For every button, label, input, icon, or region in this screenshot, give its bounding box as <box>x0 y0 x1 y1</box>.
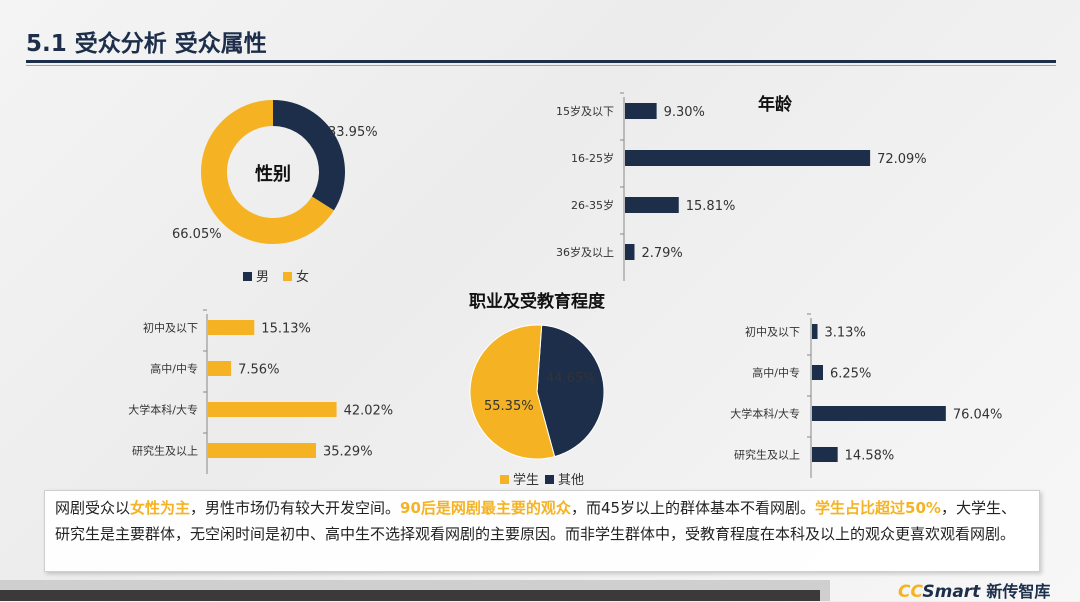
edu-left-bar-2 <box>208 402 337 417</box>
summary-text-3: ，而45岁以上的群体基本不看网剧。 <box>570 499 816 517</box>
gender-slice-label-1: 66.05% <box>172 227 222 242</box>
edu-left-bar-3 <box>208 443 316 458</box>
occupation-legend-swatch-0 <box>500 475 509 484</box>
edu-left-value-label-1: 7.56% <box>238 363 279 378</box>
age-value-label-0: 9.30% <box>664 105 705 120</box>
edu-right-category-3: 研究生及以上 <box>734 448 800 462</box>
title-underline <box>26 60 1056 63</box>
age-category-1: 16-25岁 <box>571 151 614 165</box>
age-category-2: 26-35岁 <box>571 198 614 212</box>
summary-text-2: ，男性市场仍有较大开发空间。 <box>190 499 401 517</box>
occupation-slice-label-1: 55.35% <box>484 399 534 414</box>
edu-left-category-3: 研究生及以上 <box>132 444 198 458</box>
summary-highlight-2: 90后是网剧最主要的观众 <box>400 499 571 517</box>
gender-chart-title: 性别 <box>255 163 291 185</box>
edu-right-bar-3 <box>812 447 838 462</box>
occupation-slice-label-0: 44.65% <box>546 371 596 386</box>
summary-box: 网剧受众以女性为主，男性市场仍有较大开发空间。90后是网剧最主要的观众，而45岁… <box>44 490 1040 572</box>
edu-right-bar-1 <box>812 365 823 380</box>
occupation-chart-title: 职业及受教育程度 <box>469 291 606 312</box>
gender-legend-label-1: 女 <box>296 269 309 285</box>
age-bar-2 <box>625 197 679 213</box>
summary-highlight-3: 学生占比超过50% <box>815 499 941 517</box>
edu-left-value-label-3: 35.29% <box>323 445 373 460</box>
summary-text-4: ，大学生、研究生是主要群体，无空闲时间是初中、高中生不选择观看网剧的主要原因。而… <box>55 499 1016 543</box>
footer-strip-dark <box>0 590 820 601</box>
edu-left-category-2: 大学本科/大专 <box>128 403 198 417</box>
edu-right-bar-2 <box>812 406 946 421</box>
occupation-legend-label-0: 学生 <box>513 472 539 488</box>
title-underline-thin <box>26 65 1056 66</box>
edu-right-value-label-0: 3.13% <box>825 326 866 341</box>
age-bar-0 <box>625 103 657 119</box>
gender-legend-label-0: 男 <box>256 270 269 285</box>
age-chart-title: 年龄 <box>758 94 793 115</box>
edu-right-category-1: 高中/中专 <box>752 366 800 380</box>
gender-slice-0 <box>273 100 345 211</box>
edu-right-value-label-3: 14.58% <box>845 449 895 464</box>
gender-legend-swatch-0 <box>243 272 252 281</box>
edu-left-value-label-2: 42.02% <box>344 404 394 419</box>
age-bar-3 <box>625 244 635 260</box>
brand-logo: CCSmart 新传智库 <box>898 578 1050 602</box>
occupation-slice-1 <box>469 324 556 460</box>
logo-smart: Smart <box>922 582 981 602</box>
occupation-slice-0 <box>536 324 605 458</box>
gender-slice-1 <box>200 100 334 244</box>
age-category-0: 15岁及以下 <box>556 104 614 118</box>
edu-left-value-label-0: 15.13% <box>261 322 311 337</box>
age-category-3: 36岁及以上 <box>556 245 614 259</box>
edu-right-value-label-2: 76.04% <box>953 408 1003 423</box>
age-bar-1 <box>625 150 871 166</box>
edu-right-category-0: 初中及以下 <box>745 325 800 339</box>
edu-left-bar-0 <box>208 320 255 335</box>
age-value-label-3: 2.79% <box>641 246 682 261</box>
logo-cc: CC <box>898 582 923 602</box>
age-value-label-2: 15.81% <box>686 199 736 214</box>
page-title: 5.1 受众分析 受众属性 <box>26 31 267 57</box>
edu-left-category-0: 初中及以下 <box>143 321 198 335</box>
title-bar: 5.1 受众分析 受众属性 <box>26 20 1056 66</box>
summary-text-1: 网剧受众以 <box>55 499 131 517</box>
gender-legend-swatch-1 <box>283 272 292 281</box>
edu-right-category-2: 大学本科/大专 <box>730 407 800 421</box>
age-value-label-1: 72.09% <box>877 152 927 167</box>
edu-left-category-1: 高中/中专 <box>150 362 198 376</box>
logo-cn: 新传智库 <box>986 582 1051 601</box>
edu-right-value-label-1: 6.25% <box>830 367 871 382</box>
occupation-legend-swatch-1 <box>545 475 554 484</box>
occupation-legend-label-1: 其他 <box>558 473 584 488</box>
edu-left-bar-1 <box>208 361 232 376</box>
summary-highlight-1: 女性为主 <box>130 499 191 517</box>
edu-right-bar-0 <box>812 324 818 339</box>
gender-slice-label-0: 33.95% <box>328 125 378 140</box>
